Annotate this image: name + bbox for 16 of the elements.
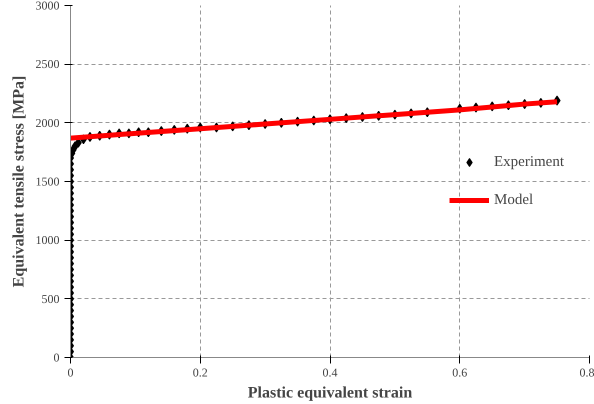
legend-label: Model: [494, 192, 534, 208]
legend-label: Experiment: [494, 154, 564, 170]
y-axis-title: Equivalent tensile stress [MPa]: [10, 76, 28, 288]
x-tick-label: 0: [68, 366, 74, 380]
x-tick-label: 0.2: [192, 366, 208, 380]
y-tick-label: 2500: [36, 57, 60, 72]
y-tick-label: 3000: [36, 0, 60, 12]
x-tick-label: 0.4: [322, 366, 338, 380]
y-tick-label: 1500: [36, 174, 60, 188]
y-tick-label: 500: [42, 292, 60, 306]
y-tick-label: 0: [54, 350, 60, 364]
x-tick-label: 0.6: [452, 366, 468, 380]
x-axis-title: Plastic equivalent strain: [248, 384, 412, 402]
y-tick-label: 2000: [36, 116, 60, 130]
y-tick-label: 1000: [36, 233, 60, 248]
x-tick-label: 0.8: [580, 366, 594, 380]
